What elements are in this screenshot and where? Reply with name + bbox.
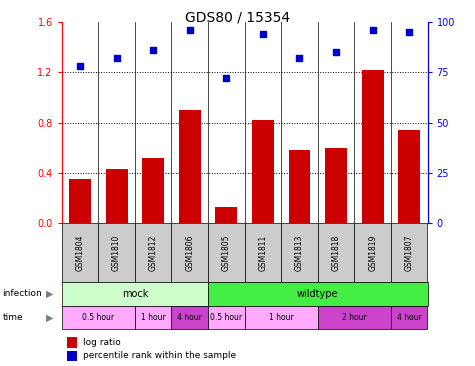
Text: GSM1805: GSM1805 — [222, 234, 231, 271]
Bar — [288, 150, 311, 223]
Text: GSM1811: GSM1811 — [258, 234, 267, 271]
Text: GSM1807: GSM1807 — [405, 234, 414, 271]
Text: log ratio: log ratio — [83, 338, 120, 347]
Point — [113, 55, 121, 61]
Text: wildtype: wildtype — [297, 289, 339, 299]
Bar — [142, 158, 164, 223]
Text: mock: mock — [122, 289, 148, 299]
Text: 4 hour: 4 hour — [177, 313, 202, 322]
Point — [76, 63, 84, 69]
Text: GSM1810: GSM1810 — [112, 234, 121, 271]
Text: 1 hour: 1 hour — [141, 313, 166, 322]
Bar — [252, 120, 274, 223]
Bar — [398, 130, 420, 223]
Bar — [325, 148, 347, 223]
Text: percentile rank within the sample: percentile rank within the sample — [83, 351, 236, 360]
Point — [369, 27, 377, 33]
Text: 0.5 hour: 0.5 hour — [210, 313, 242, 322]
Point — [295, 55, 304, 61]
Text: 0.5 hour: 0.5 hour — [82, 313, 114, 322]
Text: GSM1812: GSM1812 — [149, 234, 158, 271]
Point — [405, 29, 413, 35]
Bar — [69, 179, 91, 223]
Text: GSM1818: GSM1818 — [332, 234, 341, 271]
Text: GSM1813: GSM1813 — [295, 234, 304, 271]
Point — [186, 27, 194, 33]
Text: GSM1804: GSM1804 — [76, 234, 85, 271]
Bar — [361, 70, 384, 223]
Point — [222, 75, 230, 81]
Text: GSM1819: GSM1819 — [368, 234, 377, 271]
Point — [149, 47, 157, 53]
Text: GSM1806: GSM1806 — [185, 234, 194, 271]
Point — [332, 49, 340, 55]
Text: ▶: ▶ — [46, 313, 54, 322]
Text: time: time — [2, 313, 23, 322]
Text: GDS80 / 15354: GDS80 / 15354 — [185, 11, 290, 25]
Text: infection: infection — [2, 289, 42, 298]
Point — [259, 31, 267, 37]
Text: 4 hour: 4 hour — [397, 313, 422, 322]
Text: ▶: ▶ — [46, 289, 54, 299]
Text: 2 hour: 2 hour — [342, 313, 367, 322]
Text: 1 hour: 1 hour — [269, 313, 294, 322]
Bar — [215, 207, 238, 223]
Bar — [179, 110, 201, 223]
Bar — [105, 169, 128, 223]
